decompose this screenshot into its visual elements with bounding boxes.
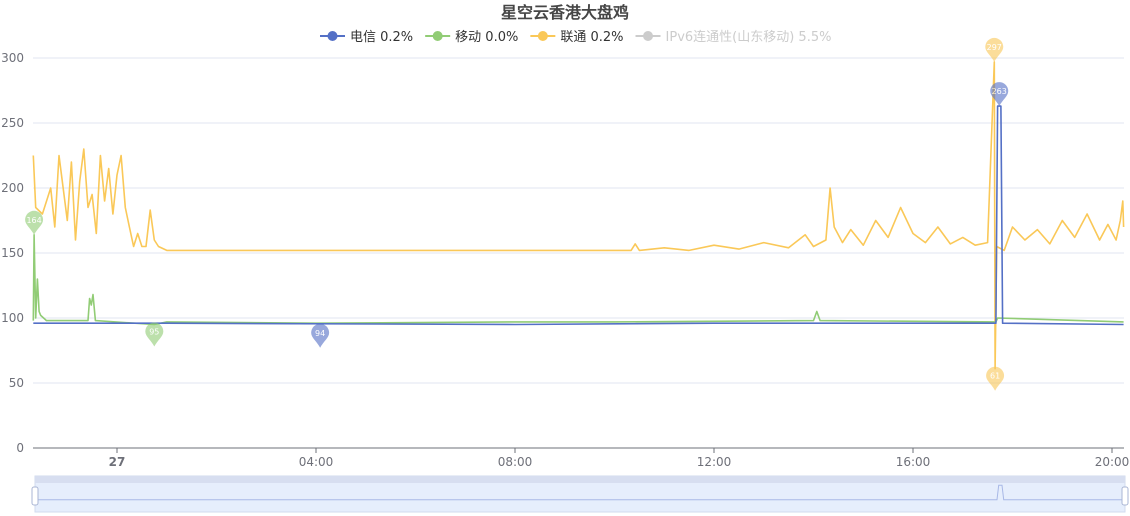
y-tick-label: 50 (9, 376, 24, 390)
max-marker[interactable]: 297 (985, 37, 1004, 62)
legend: 电信 0.2% 移动 0.0% 联通 0.2% IPv6连通性(山东移动) 5.5% (320, 29, 831, 45)
min-marker[interactable]: 61 (986, 366, 1005, 391)
min-marker[interactable]: 95 (145, 322, 164, 347)
series-line-1 (32, 234, 1124, 326)
x-tick-label: 08:00 (498, 455, 533, 469)
legend-item[interactable]: 移动 0.0% (425, 30, 518, 45)
legend-label: 电信 0.2% (350, 30, 413, 45)
slider-top-bar[interactable] (35, 476, 1125, 483)
legend-item[interactable]: IPv6连通性(山东移动) 5.5% (635, 29, 832, 45)
marker-label: 61 (990, 372, 1000, 381)
marker-label: 95 (149, 328, 159, 337)
y-tick-label: 300 (1, 51, 24, 65)
min-marker[interactable]: 94 (311, 323, 330, 348)
legend-dot-icon (327, 31, 338, 41)
series-line-2 (32, 61, 1125, 370)
series-line-0 (33, 105, 1124, 326)
marker-label: 263 (992, 87, 1007, 96)
legend-label: IPv6连通性(山东移动) 5.5% (666, 29, 832, 45)
y-tick-label: 200 (1, 181, 24, 195)
slider-handle-right[interactable] (1121, 486, 1129, 506)
y-tick-label: 100 (1, 311, 24, 325)
marker-pin-icon (986, 366, 1005, 391)
marker-pin-icon (145, 322, 164, 347)
slider-handle-left[interactable] (31, 486, 39, 506)
x-tick-label: 12:00 (697, 455, 732, 469)
markers: 263 94 164 95 297 61 (25, 37, 1009, 391)
max-marker[interactable]: 164 (25, 210, 44, 235)
marker-label: 297 (987, 43, 1002, 52)
max-marker[interactable]: 263 (990, 82, 1009, 107)
x-tick-label: 20:00 (1095, 455, 1130, 469)
legend-dot-icon (643, 31, 654, 41)
x-tick-label: 04:00 (299, 455, 334, 469)
legend-label: 移动 0.0% (455, 30, 518, 45)
marker-pin-icon (990, 82, 1009, 107)
legend-dot-icon (432, 31, 443, 41)
marker-pin-icon (25, 210, 44, 235)
marker-label: 94 (315, 329, 325, 338)
marker-pin-icon (311, 323, 330, 348)
x-tick-label: 16:00 (896, 455, 931, 469)
y-tick-label: 0 (16, 441, 24, 455)
chart-title: 星空云香港大盘鸡 (501, 3, 629, 22)
y-tick-label: 250 (1, 116, 24, 130)
legend-item[interactable]: 联通 0.2% (530, 30, 624, 45)
x-tick-label: 27 (109, 455, 126, 469)
grid: 0 50 100 150 200 250 300 27 04:00 08:00 12:00 16:00… (1, 51, 1129, 469)
legend-dot-icon (537, 31, 548, 41)
datazoom-slider[interactable] (31, 475, 1129, 513)
plot-area (32, 61, 1125, 370)
slider-preview-line (35, 484, 1125, 501)
marker-label: 164 (26, 216, 41, 225)
y-tick-label: 150 (1, 246, 24, 260)
legend-label: 联通 0.2% (560, 30, 623, 45)
marker-pin-icon (985, 37, 1004, 62)
legend-item[interactable]: 电信 0.2% (320, 30, 413, 45)
